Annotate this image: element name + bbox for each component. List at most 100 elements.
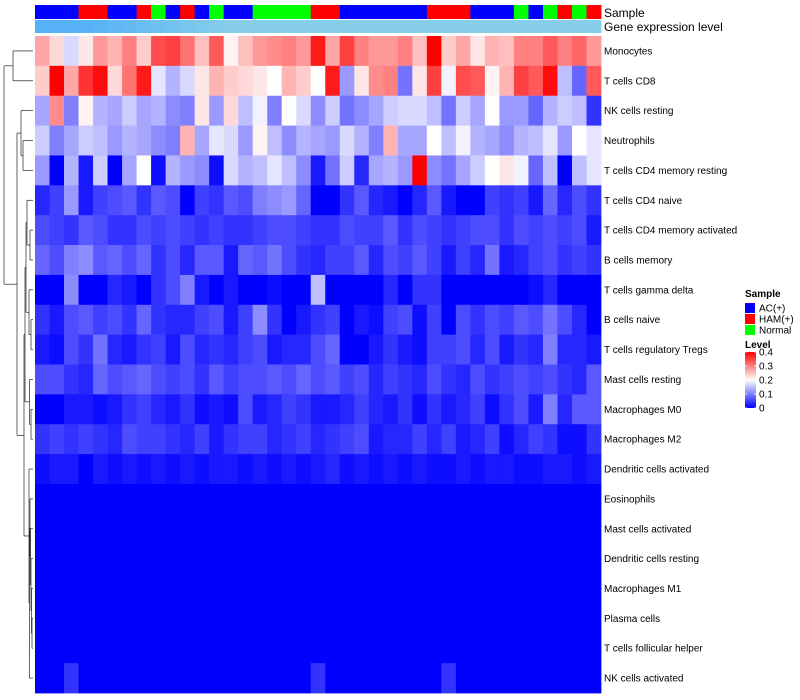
heatmap-cell [354,483,370,515]
heatmap-cell [136,304,152,336]
heatmap-cell [470,394,486,425]
heatmap-cell [238,65,254,97]
heatmap-cell [310,155,326,186]
heatmap-cell [64,603,79,634]
heatmap-cell [412,454,428,485]
heatmap-cell [441,304,457,336]
heatmap-cell [368,36,384,67]
heatmap-cell [499,573,515,604]
heatmap-cell [93,36,108,67]
heatmap-cell [325,215,341,246]
heatmap-cell [238,125,254,156]
heatmap-cell [165,364,181,395]
heatmap-cell [557,36,573,67]
heatmap-cell [281,483,297,515]
heatmap-cell [296,125,312,156]
heatmap-cell [165,304,181,336]
heatmap-cell [35,65,50,97]
heatmap-cell [571,513,587,545]
heatmap-cell [136,65,152,97]
heatmap-cell [470,155,486,186]
heatmap-cell [499,95,515,126]
heatmap-cell [194,125,210,156]
heatmap-cell [339,454,355,485]
heatmap-cell [165,663,181,694]
heatmap-cell [35,364,50,395]
heatmap-cell [571,274,587,306]
sample-annotation-cell [107,5,123,19]
heatmap-cell [484,424,500,455]
sample-annotation-cell [238,5,254,19]
heatmap-cell [339,663,355,694]
heatmap-cell [513,65,529,97]
heatmap-cell [151,245,167,276]
heatmap-cell [64,454,79,485]
heatmap-cell [368,185,384,216]
heatmap-cell [165,36,181,67]
heatmap-cell [325,573,341,604]
heatmap-cell [470,513,486,545]
heatmap-cell [571,65,587,97]
heatmap-cell [368,334,384,365]
heatmap-cell [528,304,544,336]
heatmap-cell [49,633,65,664]
heatmap-cell [339,125,355,156]
heatmap-cell [252,245,268,276]
heatmap-cell [339,394,355,425]
row-label: NK cells resting [604,106,673,117]
heatmap-cell [93,245,108,276]
heatmap-cell [542,215,558,246]
heatmap-cell [223,36,239,67]
heatmap-cell [194,394,210,425]
heatmap-cell [571,603,587,634]
heatmap-cell [107,513,123,545]
heatmap-cell [252,125,268,156]
heatmap-cell [267,36,283,67]
heatmap-cell [484,573,500,604]
heatmap-cell [368,633,384,664]
heatmap-cell [93,185,108,216]
heatmap-cell [412,543,428,574]
heatmap-cell [194,65,210,97]
heatmap-cell [455,543,471,574]
heatmap-cell [49,36,65,67]
heatmap-cell [586,663,602,694]
heatmap-cell [542,155,558,186]
heatmap-cell [542,185,558,216]
heatmap-cell [513,185,529,216]
heatmap-cell [223,513,239,545]
heatmap-cell [49,65,65,97]
heatmap-cell [238,633,254,664]
heatmap-cell [93,483,108,515]
sample-annotation-cell [281,5,297,19]
heatmap-cell [441,603,457,634]
row-label: B cells memory [604,255,672,266]
heatmap-cell [557,513,573,545]
heatmap-cell [296,513,312,545]
heatmap-cell [209,125,225,156]
legend-sample-swatch [745,314,755,324]
heatmap-cell [296,95,312,126]
heatmap-cell [484,394,500,425]
sample-annotation-cell [513,5,529,19]
heatmap-cell [209,663,225,694]
heatmap-cell [310,364,326,395]
heatmap-cell [484,334,500,365]
heatmap-cell [194,633,210,664]
heatmap-cell [557,603,573,634]
row-label: T cells regulatory Tregs [604,345,708,356]
heatmap-cell [107,215,123,246]
heatmap-cell [470,633,486,664]
heatmap-cell [339,95,355,126]
heatmap-cell [455,454,471,485]
sample-annotation-cell [325,5,341,19]
heatmap-cell [180,424,196,455]
heatmap-cell [455,95,471,126]
heatmap-cell [64,185,79,216]
heatmap-cell [441,364,457,395]
heatmap-cell [397,394,413,425]
sample-annotation-cell [78,5,94,19]
heatmap-cell [339,274,355,306]
heatmap-cell [267,394,283,425]
heatmap-cell [426,633,442,664]
